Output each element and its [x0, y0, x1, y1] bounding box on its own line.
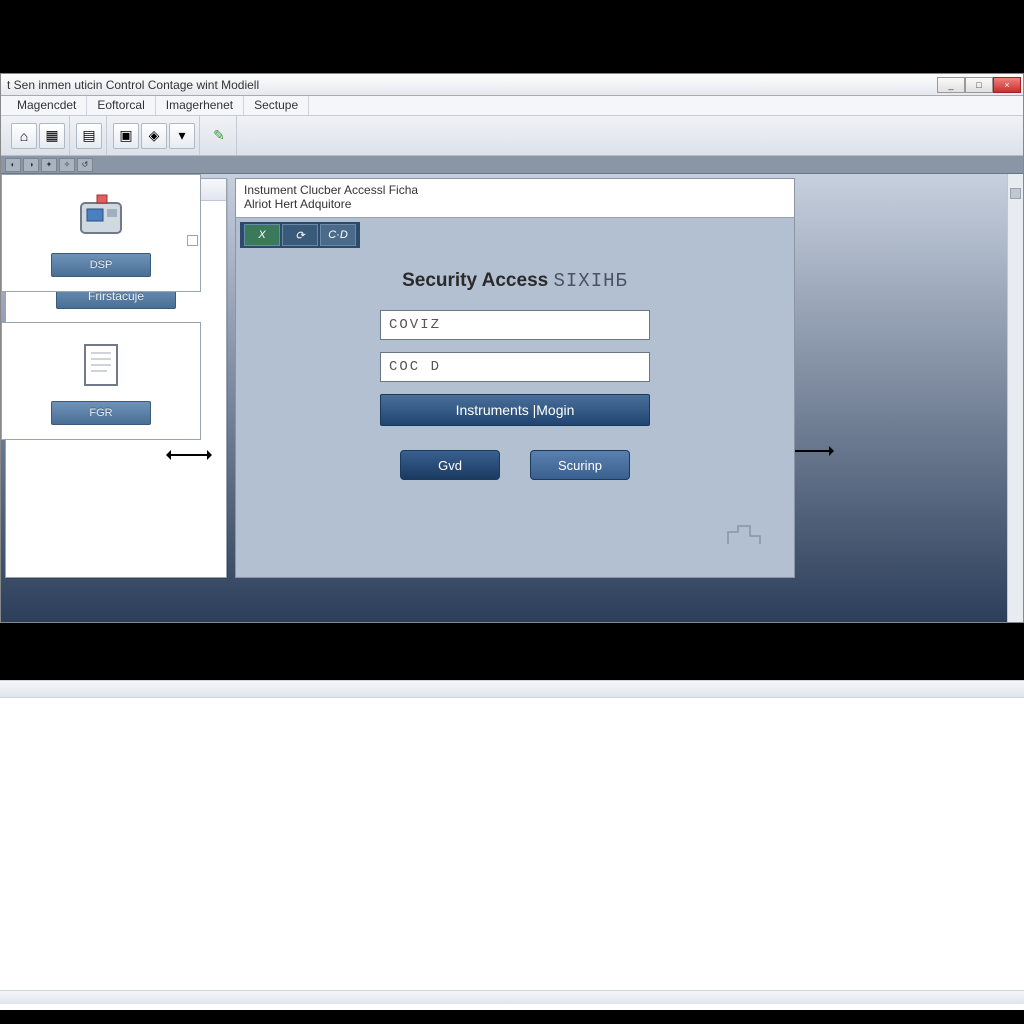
- window-title: t Sen inmen uticin Control Contage wint …: [7, 78, 259, 92]
- connector-arrow-icon: [791, 450, 831, 452]
- sub-toolbar-icon[interactable]: ✦: [41, 158, 57, 172]
- application-window: t Sen inmen uticin Control Contage wint …: [0, 73, 1024, 623]
- dialog-button-row: Gvd Scurinp: [326, 450, 704, 480]
- lower-panel: [0, 680, 1024, 1010]
- menu-item[interactable]: Eoftorcal: [87, 96, 155, 115]
- status-bar: [0, 990, 1024, 1004]
- security-access-title: Security Access ЅІХІНБ: [326, 270, 704, 292]
- lower-panel-bar: [0, 680, 1024, 698]
- menu-bar: Magencdet Eoftorcal Imagerhenet Sectupe: [1, 96, 1023, 116]
- security-code-field-2[interactable]: COC D: [380, 352, 650, 382]
- field-value: COVIΖ: [389, 317, 441, 333]
- dialog-toolbar-button[interactable]: X: [244, 224, 280, 246]
- security-title-code: ЅІХІНБ: [553, 270, 627, 292]
- menu-item[interactable]: Sectupe: [244, 96, 309, 115]
- menu-item[interactable]: Magencdet: [7, 96, 87, 115]
- dialog-body: Security Access ЅІХІНБ COVIΖ COC D Instr…: [236, 252, 794, 480]
- separator-strip: [0, 623, 1024, 680]
- module-item[interactable]: FGR: [1, 322, 201, 440]
- security-code-field-1[interactable]: COVIΖ: [380, 310, 650, 340]
- sub-toolbar-icon[interactable]: ✧: [59, 158, 75, 172]
- toolbar-icon[interactable]: ▤: [76, 123, 102, 149]
- module-label-button[interactable]: DSP: [51, 253, 151, 277]
- security-title-label: Security Access: [402, 270, 548, 291]
- toolbar-icon[interactable]: ▣: [113, 123, 139, 149]
- module-device-icon: [71, 189, 131, 245]
- field-value: COC D: [389, 359, 441, 375]
- dialog-header: Instument Clucber Accessl Ficha Alriot H…: [236, 179, 794, 218]
- cancel-button[interactable]: Scurinp: [530, 450, 630, 480]
- module-document-icon: [71, 337, 131, 393]
- vertical-scrollbar[interactable]: [1007, 174, 1023, 622]
- ok-button[interactable]: Gvd: [400, 450, 500, 480]
- expand-toggle-icon[interactable]: [187, 235, 198, 246]
- toolbar-icon[interactable]: ◈: [141, 123, 167, 149]
- dialog-title-line1: Instument Clucber Accessl Ficha: [244, 183, 786, 197]
- toolbar-icon[interactable]: ▦: [39, 123, 65, 149]
- close-button[interactable]: ×: [993, 77, 1021, 93]
- title-bar[interactable]: t Sen inmen uticin Control Contage wint …: [1, 74, 1023, 96]
- dialog-toolbar-button[interactable]: C·D: [320, 224, 356, 246]
- menu-item[interactable]: Imagerhenet: [156, 96, 244, 115]
- connector-arrow-icon: [169, 454, 209, 456]
- sub-toolbar-icon[interactable]: ↺: [77, 158, 93, 172]
- toolbar-dropdown-icon[interactable]: ▾: [169, 123, 195, 149]
- main-toolbar: ⌂ ▦ ▤ ▣ ◈ ▾ ✎: [1, 116, 1023, 156]
- sub-toolbar-icon[interactable]: ◑: [23, 158, 39, 172]
- sub-toolbar-icon[interactable]: ◐: [5, 158, 21, 172]
- dialog-title-line2: Alriot Hert Adquitore: [244, 197, 786, 211]
- scrollbar-thumb[interactable]: [1010, 188, 1021, 199]
- desktop: t Sen inmen uticin Control Contage wint …: [0, 0, 1024, 1024]
- sub-toolbar: ◐ ◑ ✦ ✧ ↺: [1, 156, 1023, 174]
- toolbar-icon[interactable]: ✎: [206, 123, 232, 149]
- toolbar-icon[interactable]: ⌂: [11, 123, 37, 149]
- window-controls: _ □ ×: [937, 77, 1021, 93]
- workspace: Agresdanthor. Dizstuaret Frirstacuje: [1, 174, 1023, 622]
- module-label-button[interactable]: FGR: [51, 401, 151, 425]
- connector-decor-icon: [724, 522, 764, 553]
- minimize-button[interactable]: _: [937, 77, 965, 93]
- maximize-button[interactable]: □: [965, 77, 993, 93]
- login-button[interactable]: Instruments |Mogin: [380, 394, 650, 426]
- dialog-toolbar: X ⟳ C·D: [240, 222, 360, 248]
- module-item[interactable]: DSP: [1, 174, 201, 292]
- dialog-toolbar-button[interactable]: ⟳: [282, 224, 318, 246]
- security-access-dialog: Instument Clucber Accessl Ficha Alriot H…: [235, 178, 795, 578]
